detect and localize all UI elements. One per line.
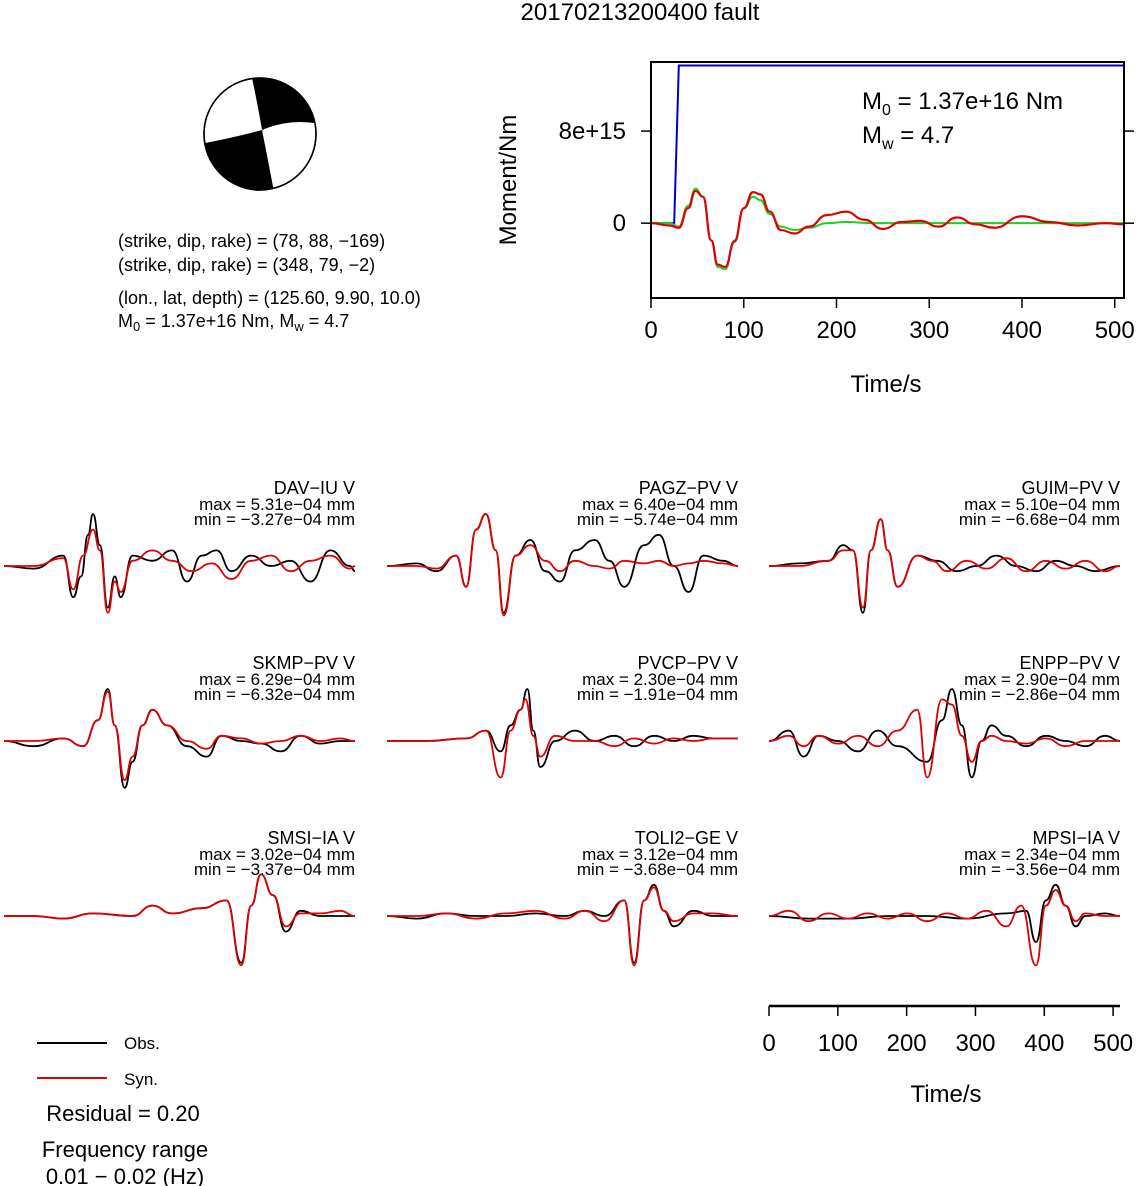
station-max: max = 2.34e−04 mm [964,845,1120,864]
waveform-x-axis-label: Time/s [910,1081,981,1108]
station-max: max = 3.02e−04 mm [199,845,355,864]
synthetic-trace [386,886,739,967]
synthetic-trace [3,528,356,614]
station-label: TOLI2−GE V [635,828,738,848]
station-label: SMSI−IA V [267,828,355,848]
station-min: min = −6.68e−04 mm [959,510,1120,529]
frequency-title: Frequency range [42,1137,208,1162]
station-max: max = 2.90e−04 mm [964,670,1120,689]
waveform-x-tick-label: 300 [955,1030,995,1057]
focal-line-2: (strike, dip, rake) = (348, 79, −2) [118,255,375,275]
waveform-x-tick-label: 200 [887,1030,927,1057]
moment-mw-label: Mw = 4.7 [862,122,954,153]
waveform-time-axis: 0 100 200 300 400 500 [762,1004,1133,1057]
station-max: max = 5.10e−04 mm [964,495,1120,514]
station-max: max = 5.31e−04 mm [199,495,355,514]
station-label: DAV−IU V [274,478,355,498]
synthetic-trace [768,889,1120,967]
station-label: PVCP−PV V [637,653,738,673]
focal-mechanism-beachball [203,77,317,191]
station-max: max = 6.40e−04 mm [582,495,738,514]
focal-line-4: M0 = 1.37e+16 Nm, Mw = 4.7 [118,311,349,334]
station-max: max = 3.12e−04 mm [582,845,738,864]
moment-series-2 [650,189,1125,269]
observed-trace [386,883,738,964]
waveform-x-tick-label: 400 [1024,1030,1064,1057]
station-min: min = −3.27e−04 mm [194,510,355,529]
moment-x-tick-label: 400 [1002,317,1042,344]
frequency-range: 0.01 − 0.02 (Hz) [46,1164,204,1186]
synthetic-trace [768,518,1121,609]
moment-x-axis-label: Time/s [850,371,921,398]
figure-title: 20170213200400 fault [521,0,760,26]
waveform-x-tick-label: 0 [762,1030,775,1057]
focal-line-1: (strike, dip, rake) = (78, 88, −169) [118,231,385,251]
station-label: ENPP−PV V [1019,653,1120,673]
station-label: MPSI−IA V [1032,828,1120,848]
moment-y-axis-label: Moment/Nm [495,115,522,246]
observed-trace [3,513,356,609]
station-min: min = −6.32e−04 mm [194,685,355,704]
station-min: min = −2.86e−04 mm [959,685,1120,704]
station-label: PAGZ−PV V [639,478,738,498]
station-min: min = −5.74e−04 mm [577,510,738,529]
station-label: GUIM−PV V [1021,478,1120,498]
moment-x-tick-label: 100 [724,317,764,344]
station-min: min = −1.91e−04 mm [577,685,738,704]
moment-x-tick-label: 0 [644,317,657,344]
observed-trace [768,883,1121,943]
focal-line-3: (lon., lat, depth) = (125.60, 9.90, 10.0… [118,288,421,308]
legend-obs-label: Obs. [124,1034,160,1053]
synthetic-trace [768,698,1120,779]
observed-trace [768,518,1121,614]
synthetic-trace [4,690,356,781]
legend-syn-label: Syn. [124,1070,158,1089]
moment-m0-label: M0 = 1.37e+16 Nm [862,88,1063,119]
synthetic-trace [3,873,356,967]
station-max: max = 2.30e−04 mm [582,670,738,689]
moment-y-tick-label: 8e+15 [559,118,626,145]
moment-y-tick-label: 0 [613,210,626,237]
station-max: max = 6.29e−04 mm [199,670,355,689]
moment-x-tick-label: 200 [816,317,856,344]
synthetic-trace [386,513,739,617]
station-min: min = −3.56e−04 mm [959,860,1120,879]
waveform-x-tick-label: 100 [818,1030,858,1057]
observed-trace [768,688,1121,779]
station-min: min = −3.68e−04 mm [577,860,738,879]
station-min: min = −3.37e−04 mm [194,860,355,879]
legend: Obs. Syn. [37,1034,160,1089]
residual-value: Residual = 0.20 [46,1101,200,1126]
moment-plot-frame [650,61,1125,299]
station-label: SKMP−PV V [252,653,355,673]
moment-x-tick-label: 500 [1095,317,1135,344]
moment-x-tick-label: 300 [909,317,949,344]
synthetic-trace [387,698,738,779]
waveform-x-tick-label: 500 [1093,1030,1133,1057]
